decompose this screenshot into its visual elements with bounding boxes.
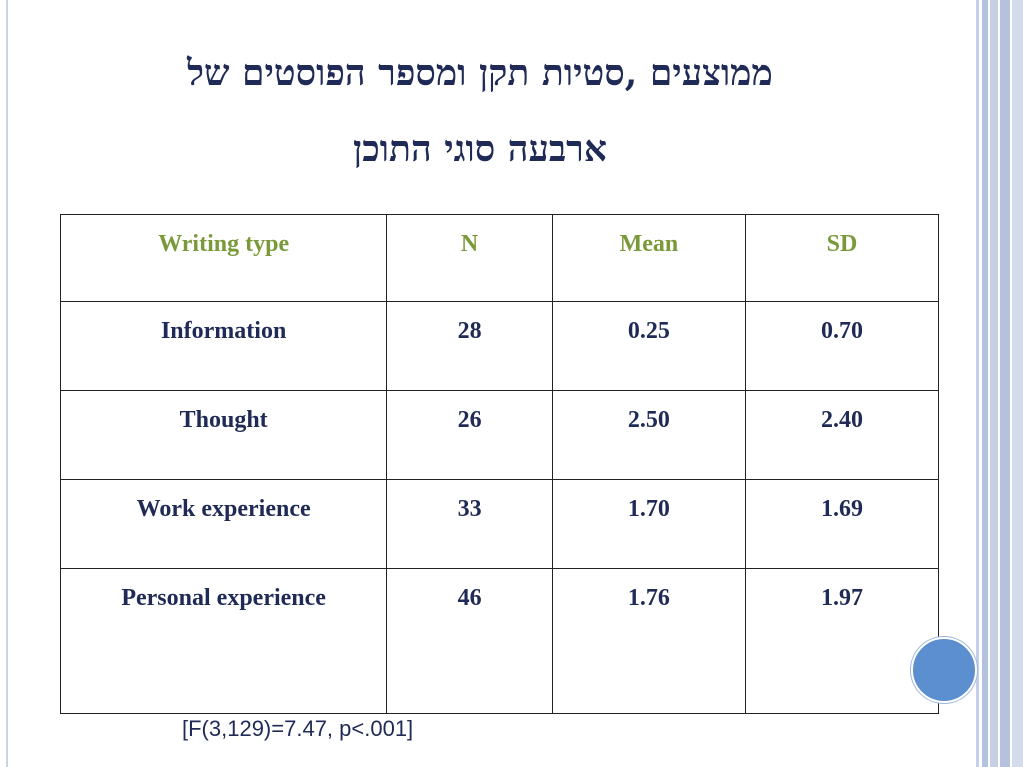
cell-writing-type: Information <box>59 301 388 391</box>
header-mean: Mean <box>551 214 746 302</box>
cell-mean: 0.25 <box>551 301 746 391</box>
table-row: Personal experience 46 1.76 1.97 <box>59 568 940 714</box>
header-writing-type: Writing type <box>59 214 388 302</box>
slide-title: ממוצעים ,סטיות תקן ומספר הפוסטים של ארבע… <box>70 48 890 174</box>
cell-n: 26 <box>386 390 553 480</box>
cell-sd: 1.69 <box>744 479 940 569</box>
decorative-stripe <box>1012 0 1023 767</box>
cell-n: 28 <box>386 301 553 391</box>
header-sd: SD <box>744 214 940 302</box>
cell-writing-type: Thought <box>59 390 388 480</box>
table-row: Thought 26 2.50 2.40 <box>59 390 940 480</box>
decorative-stripe <box>990 0 998 767</box>
cell-sd: 2.40 <box>744 390 940 480</box>
left-border-line <box>6 0 8 767</box>
table-row: Work experience 33 1.70 1.69 <box>59 479 940 569</box>
decorative-stripe <box>1000 0 1010 767</box>
slide-title-line-2: ארבעה סוגי התוכן <box>353 128 607 170</box>
statistics-table: Writing type N Mean SD Information 28 0.… <box>59 214 940 714</box>
cell-n: 33 <box>386 479 553 569</box>
table-header-row: Writing type N Mean SD <box>59 214 940 302</box>
cell-n: 46 <box>386 568 553 714</box>
decorative-circle <box>911 637 977 703</box>
statistics-footnote: [F(3,129)=7.47, p<.001] <box>182 716 414 741</box>
cell-sd: 0.70 <box>744 301 940 391</box>
cell-mean: 2.50 <box>551 390 746 480</box>
cell-mean: 1.70 <box>551 479 746 569</box>
decorative-stripe <box>976 0 979 767</box>
cell-mean: 1.76 <box>551 568 746 714</box>
header-n: N <box>386 214 553 302</box>
slide-title-line-1: ממוצעים ,סטיות תקן ומספר הפוסטים של <box>187 52 773 94</box>
cell-writing-type: Personal experience <box>59 568 388 714</box>
table-row: Information 28 0.25 0.70 <box>59 301 940 391</box>
cell-writing-type: Work experience <box>59 479 388 569</box>
cell-sd: 1.97 <box>744 568 940 714</box>
decorative-stripe <box>982 0 988 767</box>
